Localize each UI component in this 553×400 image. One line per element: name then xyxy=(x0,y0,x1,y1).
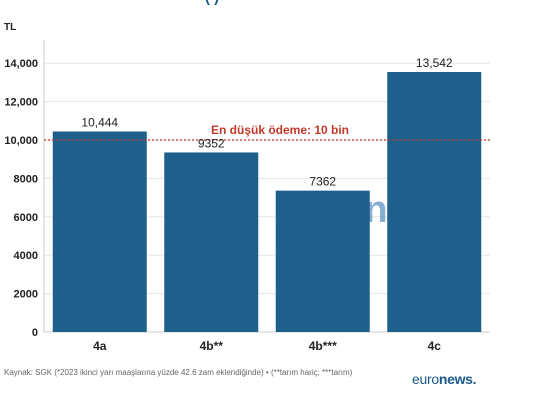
y-tick-labels: 0 2000 4000 6000 8000 10,000 12,000 14,000 xyxy=(4,58,38,339)
data-label: 10,444 xyxy=(81,115,118,129)
bars xyxy=(52,71,482,333)
bar-chart: ( ) TL 0 2000 4000 6000 8000 10,000 12,000 14,0… xyxy=(4,0,490,353)
y-tick-label: 14,000 xyxy=(4,58,38,70)
bar xyxy=(275,190,370,332)
y-tick-label: 8000 xyxy=(14,173,38,185)
title-fragment: ( ) xyxy=(205,0,219,6)
y-tick-label: 10,000 xyxy=(4,135,38,147)
y-tick-label: 4000 xyxy=(14,250,38,262)
y-tick-label: 0 xyxy=(32,327,38,339)
category-label: 4c xyxy=(428,339,442,353)
source-note: Kaynak: SGK (*2023 ikinci yarı maaşların… xyxy=(4,368,353,377)
category-label: 4b*** xyxy=(309,339,337,353)
data-label: 7362 xyxy=(309,175,336,189)
y-tick-label: 6000 xyxy=(14,212,38,224)
bar xyxy=(387,71,482,333)
reference-line-label: En düşük ödeme: 10 bin xyxy=(211,123,349,137)
brand-light: euro xyxy=(412,371,439,387)
brand-bold: news. xyxy=(438,371,477,387)
category-labels: 4a 4b** 4b*** 4c xyxy=(93,339,441,353)
y-tick-label: 2000 xyxy=(14,289,38,301)
y-tick-label: 12,000 xyxy=(4,97,38,109)
category-label: 4a xyxy=(93,339,107,353)
bar xyxy=(164,152,259,332)
reference-line-group: En düşük ödeme: 10 bin xyxy=(44,123,490,141)
data-labels: 10,444 9352 7362 13,542 xyxy=(81,56,453,189)
data-label: 9352 xyxy=(198,136,225,150)
y-axis-unit: TL xyxy=(4,22,16,33)
data-label: 13,542 xyxy=(416,56,453,70)
category-label: 4b** xyxy=(200,339,224,353)
bar xyxy=(52,131,147,332)
brand-logo: euronews. xyxy=(412,371,477,387)
